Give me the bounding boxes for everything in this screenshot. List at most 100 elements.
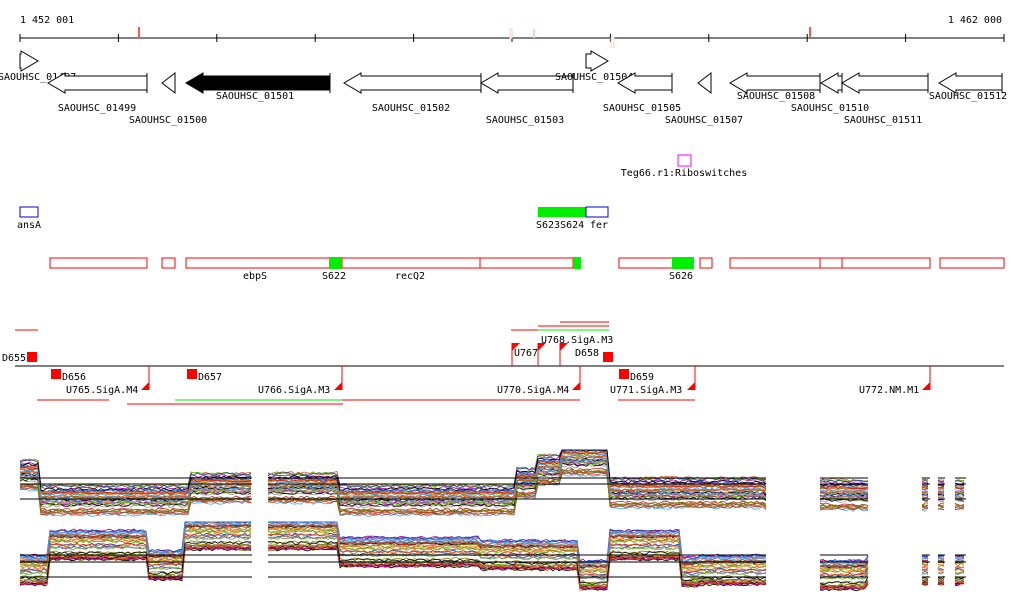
- expression-line: [954, 495, 965, 499]
- gene-arrow: [585, 50, 609, 72]
- transcript-box: [699, 257, 713, 269]
- gene-SAOUHSC_01512[interactable]: SAOUHSC_01512: [929, 72, 1007, 102]
- expression-line: [921, 568, 929, 571]
- expression-line: [267, 449, 767, 488]
- transcript-label: S626: [669, 271, 693, 282]
- operon-label: D658: [575, 348, 599, 359]
- expression-line: [921, 565, 929, 568]
- expression-line: [937, 559, 945, 563]
- gene-label: SAOUHSC_01504: [555, 72, 633, 83]
- annotation-ansA[interactable]: [19, 206, 39, 218]
- expression-line: [937, 504, 945, 507]
- gene-arrow: [47, 72, 148, 94]
- ruler-start-label: 1 452 001: [20, 15, 74, 26]
- operon-box: [187, 369, 197, 379]
- operon-label: U765.SigA.M4: [66, 385, 138, 396]
- gene-SAOUHSC_01503[interactable]: SAOUHSC_01503: [480, 72, 574, 126]
- gene-SAOUHSC_01502[interactable]: SAOUHSC_01502: [343, 72, 482, 114]
- expression-line: [937, 556, 945, 560]
- riboswitch-feature[interactable]: [677, 154, 692, 167]
- transcript-highlight: [573, 257, 581, 269]
- expression-line: [267, 529, 767, 573]
- expression-line: [954, 563, 965, 567]
- operon-label: U766.SigA.M3: [258, 385, 330, 396]
- expression-line: [921, 491, 929, 493]
- expression-line: [937, 499, 944, 503]
- expression-line: [954, 503, 965, 507]
- expression-line: [921, 581, 929, 584]
- expression-line: [921, 508, 929, 512]
- gene-SAOUHSC_01507[interactable]: SAOUHSC_01507: [665, 71, 743, 126]
- annotation-label: ansA: [17, 220, 41, 231]
- expression-line: [921, 555, 929, 558]
- expression-line: [921, 488, 929, 491]
- gene-label: SAOUHSC_01508: [737, 91, 815, 102]
- expression-line: [19, 524, 252, 563]
- expression-line: [19, 522, 252, 561]
- expression-line: [937, 571, 945, 575]
- expression-line: [937, 557, 945, 560]
- expression-line: [267, 524, 767, 568]
- expression-line: [954, 480, 965, 483]
- gene-label: SAOUHSC_01505: [603, 103, 681, 114]
- gene-label: SAOUHSC_01512: [929, 91, 1007, 102]
- expression-line: [937, 571, 945, 574]
- ruler-ticks: [19, 34, 1005, 42]
- expression-line: [267, 533, 767, 577]
- expression-line: [819, 569, 869, 577]
- operon-label: U768.SigA.M3: [541, 335, 613, 346]
- expression-line: [954, 580, 965, 584]
- operon-track: D655 D656 U765.SigA.M4 D657 U766.SigA.M3…: [2, 321, 1004, 405]
- expression-line: [19, 528, 251, 567]
- expression-line: [937, 489, 945, 492]
- operon-box: [603, 352, 613, 362]
- annotation-track: ansA S623S624 fer: [17, 206, 609, 231]
- transcript-box: [841, 257, 931, 269]
- gene-label: SAOUHSC_01501: [216, 91, 294, 102]
- expression-line: [19, 543, 252, 583]
- transcript-box: [185, 257, 336, 269]
- annotation-fer[interactable]: [585, 206, 609, 218]
- expression-line: [954, 572, 964, 575]
- gene-SAOUHSC_01497[interactable]: SAOUHSC_01497: [0, 50, 76, 83]
- annotation-label: fer: [590, 220, 608, 231]
- expression-line: [921, 496, 929, 499]
- expression-line: [268, 468, 767, 513]
- expression-line: [921, 494, 929, 497]
- expression-line: [921, 506, 929, 511]
- gene-SAOUHSC_01508[interactable]: SAOUHSC_01508: [729, 72, 821, 102]
- expression-line: [819, 486, 869, 490]
- gene-label: SAOUHSC_01511: [844, 115, 922, 126]
- gene-arrow: [161, 71, 176, 95]
- expression-line: [19, 486, 252, 516]
- expression-line: [819, 507, 868, 512]
- expression-line: [819, 499, 869, 503]
- expression-line: [954, 568, 965, 572]
- gene-SAOUHSC_01511[interactable]: SAOUHSC_01511: [841, 72, 929, 126]
- expression-line: [954, 486, 965, 490]
- gene-label: SAOUHSC_01500: [129, 115, 207, 126]
- gene-SAOUHSC_01505[interactable]: SAOUHSC_01505: [603, 72, 681, 114]
- operon-label: D657: [198, 372, 222, 383]
- gene-SAOUHSC_01499[interactable]: SAOUHSC_01499: [47, 72, 148, 114]
- gene-arrow: [617, 72, 673, 94]
- expression-line: [19, 543, 252, 583]
- gene-label: SAOUHSC_01507: [665, 115, 743, 126]
- transcript-box: [819, 257, 843, 269]
- gene-SAOUHSC_01501[interactable]: SAOUHSC_01501: [185, 72, 331, 102]
- expression-line: [19, 488, 252, 517]
- expression-line: [954, 484, 965, 487]
- expression-line: [921, 486, 928, 489]
- expression-line: [819, 579, 869, 588]
- operon-label: U770.SigA.M4: [497, 385, 569, 396]
- expression-line: [19, 521, 252, 560]
- gene-SAOUHSC_01500[interactable]: SAOUHSC_01500: [129, 71, 207, 126]
- transcript-label: recQ2: [395, 271, 425, 282]
- expression-line: [19, 479, 252, 509]
- annotation-S623S624[interactable]: [538, 207, 586, 217]
- gene-label: SAOUHSC_01510: [791, 103, 869, 114]
- expression-line: [19, 474, 252, 504]
- transcript-track: ebpS S622 recQ2 S626: [49, 257, 1005, 282]
- gene-SAOUHSC_01504[interactable]: SAOUHSC_01504: [555, 50, 633, 83]
